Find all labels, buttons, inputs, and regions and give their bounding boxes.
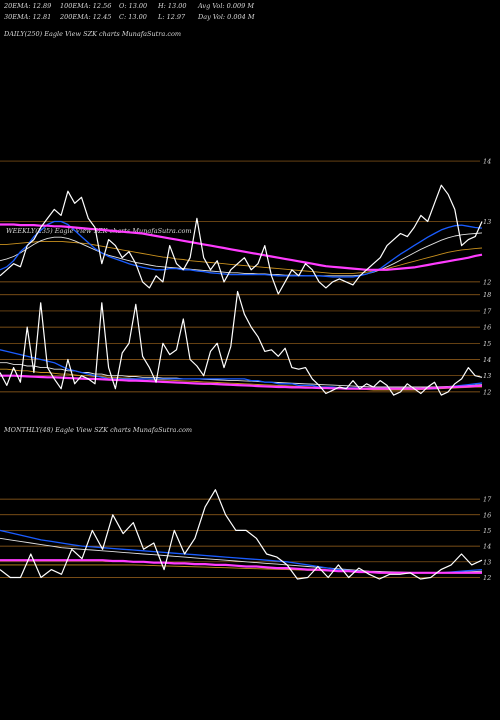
header-day-vol: Day Vol: 0.004 M bbox=[197, 13, 255, 21]
weekly-ytick-label: 13 bbox=[483, 372, 491, 380]
header-avg-vol: Avg Vol: 0.009 M bbox=[197, 2, 254, 10]
header-ema100: 100EMA: 12.56 bbox=[60, 2, 111, 10]
monthly-ema200-line bbox=[0, 559, 482, 574]
daily-ema200-line bbox=[0, 223, 483, 271]
weekly-ytick-label: 18 bbox=[483, 291, 491, 299]
weekly-ytick-label: 15 bbox=[483, 340, 491, 348]
daily-ema30-line bbox=[0, 232, 483, 277]
weekly-panel-label: WEEKLY(235) Eagle View SZK charts Munafa… bbox=[6, 227, 192, 235]
weekly-ytick-label: 12 bbox=[483, 388, 491, 396]
weekly-close-line bbox=[0, 290, 483, 396]
header-ema30: 30EMA: 12.81 bbox=[4, 13, 51, 21]
daily-ema20-line bbox=[0, 220, 483, 278]
weekly-ema200-line bbox=[0, 374, 483, 390]
monthly-ytick-label: 15 bbox=[483, 527, 491, 535]
monthly-ytick-label: 17 bbox=[483, 496, 492, 504]
weekly-ytick-label: 17 bbox=[483, 307, 492, 315]
monthly-panel-label: MONTHLY(48) Eagle View SZK charts Munafa… bbox=[3, 426, 192, 434]
header-ema200: 200EMA: 12.45 bbox=[59, 13, 111, 21]
header-low: L: 12.97 bbox=[157, 13, 186, 21]
monthly-close-line bbox=[0, 489, 483, 580]
header-close: C: 13.00 bbox=[119, 13, 147, 21]
daily-close-line bbox=[0, 184, 483, 295]
daily-panel: 14 13 12 bbox=[0, 158, 491, 295]
weekly-ytick-label: 16 bbox=[483, 324, 491, 332]
monthly-ytick-label: 13 bbox=[483, 558, 491, 566]
monthly-ytick-label: 16 bbox=[483, 511, 491, 519]
daily-panel-label: DAILY(250) Eagle View SZK charts MunafaS… bbox=[3, 30, 181, 38]
daily-ytick-label: 14 bbox=[483, 158, 491, 166]
monthly-panel: 17 16 15 14 13 12 bbox=[0, 489, 492, 582]
daily-ytick-label: 13 bbox=[483, 218, 491, 226]
header-high: H: 13.00 bbox=[157, 2, 187, 10]
header-stats: 20EMA: 12.89 100EMA: 12.56 O: 13.00 H: 1… bbox=[3, 2, 255, 21]
weekly-panel: 18 17 16 15 14 13 12 bbox=[0, 290, 492, 396]
header-ema20: 20EMA: 12.89 bbox=[3, 2, 51, 10]
weekly-ytick-label: 14 bbox=[483, 356, 491, 364]
monthly-ytick-label: 12 bbox=[483, 574, 491, 582]
monthly-ytick-label: 14 bbox=[483, 543, 491, 551]
daily-ytick-label: 12 bbox=[483, 278, 491, 286]
header-open: O: 13.00 bbox=[119, 2, 147, 10]
